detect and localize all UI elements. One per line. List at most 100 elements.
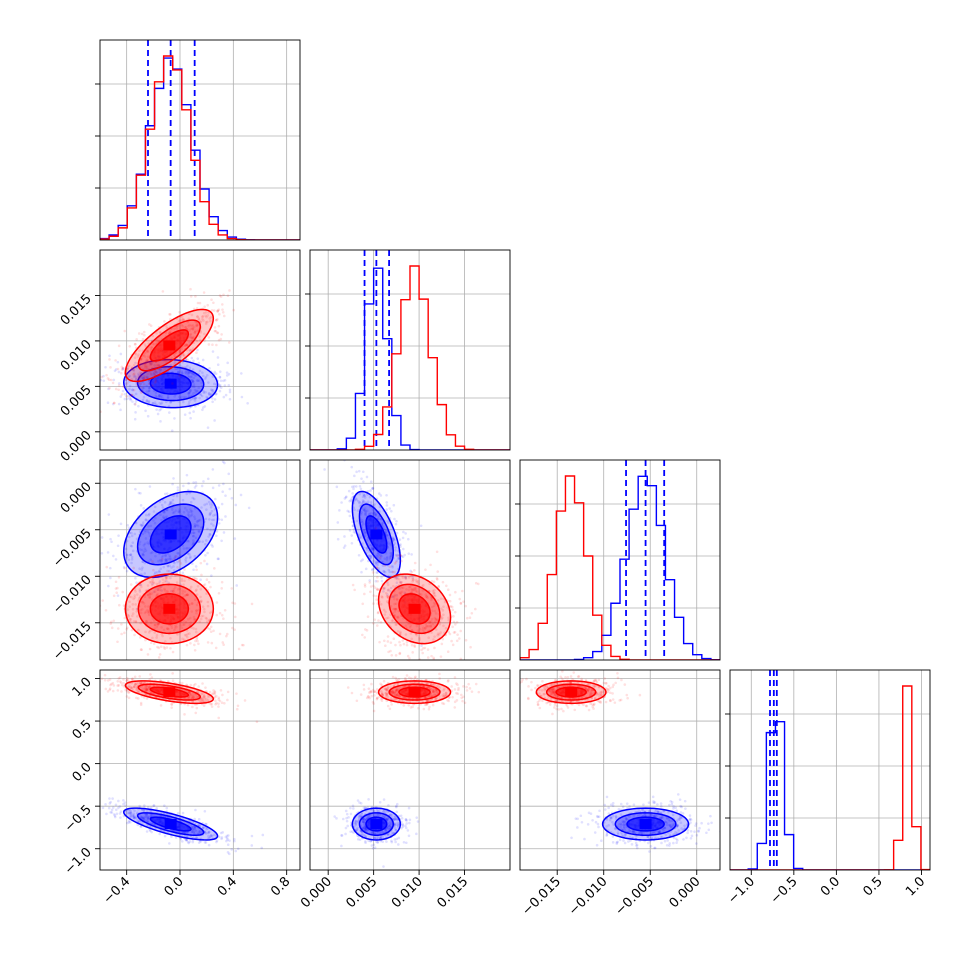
- scatter-point: [401, 576, 405, 579]
- scatter-point: [194, 536, 198, 540]
- scatter-point: [215, 534, 218, 538]
- scatter-point: [393, 620, 397, 624]
- scatter-point: [389, 554, 393, 557]
- scatter-point: [432, 656, 435, 660]
- scatter-point: [203, 695, 206, 698]
- scatter-point: [440, 617, 443, 621]
- scatter-point: [153, 623, 157, 627]
- scatter-point: [126, 821, 129, 825]
- scatter-point: [108, 358, 111, 361]
- scatter-point: [139, 523, 143, 527]
- scatter-point: [434, 612, 438, 615]
- scatter-point: [140, 648, 143, 651]
- scatter-point: [402, 547, 405, 551]
- scatter-point: [373, 846, 377, 849]
- scatter-point: [381, 564, 385, 567]
- scatter-point: [220, 837, 223, 841]
- scatter-point: [192, 391, 195, 395]
- scatter-point: [348, 499, 351, 503]
- scatter-point: [367, 839, 370, 843]
- scatter-point: [392, 595, 395, 598]
- scatter-point: [445, 584, 448, 588]
- scatter-point: [132, 566, 135, 570]
- scatter-point: [459, 657, 463, 660]
- scatter-point: [155, 582, 159, 586]
- scatter-point: [158, 395, 161, 398]
- scatter-point: [186, 632, 190, 636]
- scatter-point: [411, 580, 414, 583]
- scatter-point: [143, 547, 147, 551]
- scatter-point: [178, 374, 181, 377]
- scatter-point: [205, 539, 208, 542]
- scatter-point: [365, 629, 369, 632]
- scatter-point: [422, 626, 425, 630]
- scatter-point: [186, 835, 189, 838]
- scatter-point: [148, 323, 151, 326]
- scatter-point: [191, 826, 195, 829]
- scatter-point: [454, 590, 457, 594]
- scatter-point: [345, 816, 348, 820]
- scatter-point: [139, 608, 142, 612]
- scatter-point: [414, 579, 418, 582]
- panel-frame: [99, 459, 301, 661]
- scatter-point: [386, 833, 390, 836]
- scatter-point: [477, 664, 480, 667]
- histogram-panel: [100, 40, 300, 240]
- scatter-point: [119, 816, 122, 819]
- scatter-point: [110, 808, 114, 812]
- scatter-point: [193, 598, 197, 602]
- scatter-point: [394, 553, 398, 557]
- scatter-point: [215, 318, 218, 322]
- scatter-point: [400, 559, 403, 563]
- scatter-point: [368, 554, 371, 557]
- scatter-point: [162, 510, 165, 514]
- scatter-point: [147, 400, 150, 404]
- scatter-point: [191, 840, 195, 844]
- scatter-point: [109, 366, 112, 369]
- scatter-point: [459, 629, 462, 633]
- scatter-point: [215, 331, 219, 334]
- scatter-point: [194, 682, 197, 686]
- scatter-point: [425, 624, 428, 628]
- scatter-point: [127, 691, 130, 695]
- scatter-point: [186, 617, 190, 621]
- scatter-point: [205, 617, 209, 621]
- scatter-point: [389, 541, 392, 544]
- scatter-point: [405, 643, 409, 647]
- scatter-point: [114, 368, 118, 371]
- scatter-point: [362, 531, 366, 535]
- scatter-point: [416, 820, 420, 823]
- scatter-point: [186, 552, 190, 556]
- scatter-point: [385, 533, 389, 537]
- scatter-point: [246, 401, 249, 405]
- scatter-point: [430, 598, 433, 602]
- scatter-point: [159, 402, 163, 406]
- panel-frame: [309, 249, 511, 451]
- scatter-point: [381, 831, 385, 834]
- scatter-point: [372, 843, 376, 847]
- scatter-point: [90, 676, 93, 679]
- scatter-point: [350, 465, 354, 469]
- scatter-point: [369, 480, 373, 483]
- scatter-point: [136, 683, 139, 686]
- scatter-point: [137, 376, 141, 379]
- scatter-point: [382, 570, 386, 573]
- scatter-point: [149, 558, 153, 561]
- scatter-point: [390, 619, 394, 623]
- scatter-point: [163, 647, 167, 650]
- contour-line: [388, 583, 441, 635]
- scatter-point: [400, 826, 403, 830]
- scatter-point: [138, 675, 142, 678]
- scatter-point: [353, 474, 356, 478]
- scatter-point: [383, 613, 387, 616]
- scatter-point: [363, 818, 366, 822]
- scatter-point: [163, 492, 167, 496]
- scatter-point: [169, 363, 173, 367]
- scatter-point: [377, 809, 380, 813]
- scatter-point: [349, 498, 353, 502]
- scatter-point: [140, 548, 144, 552]
- scatter-point: [361, 826, 364, 829]
- scatter-point: [198, 518, 202, 522]
- scatter-point: [217, 518, 221, 521]
- scatter-point: [166, 557, 170, 561]
